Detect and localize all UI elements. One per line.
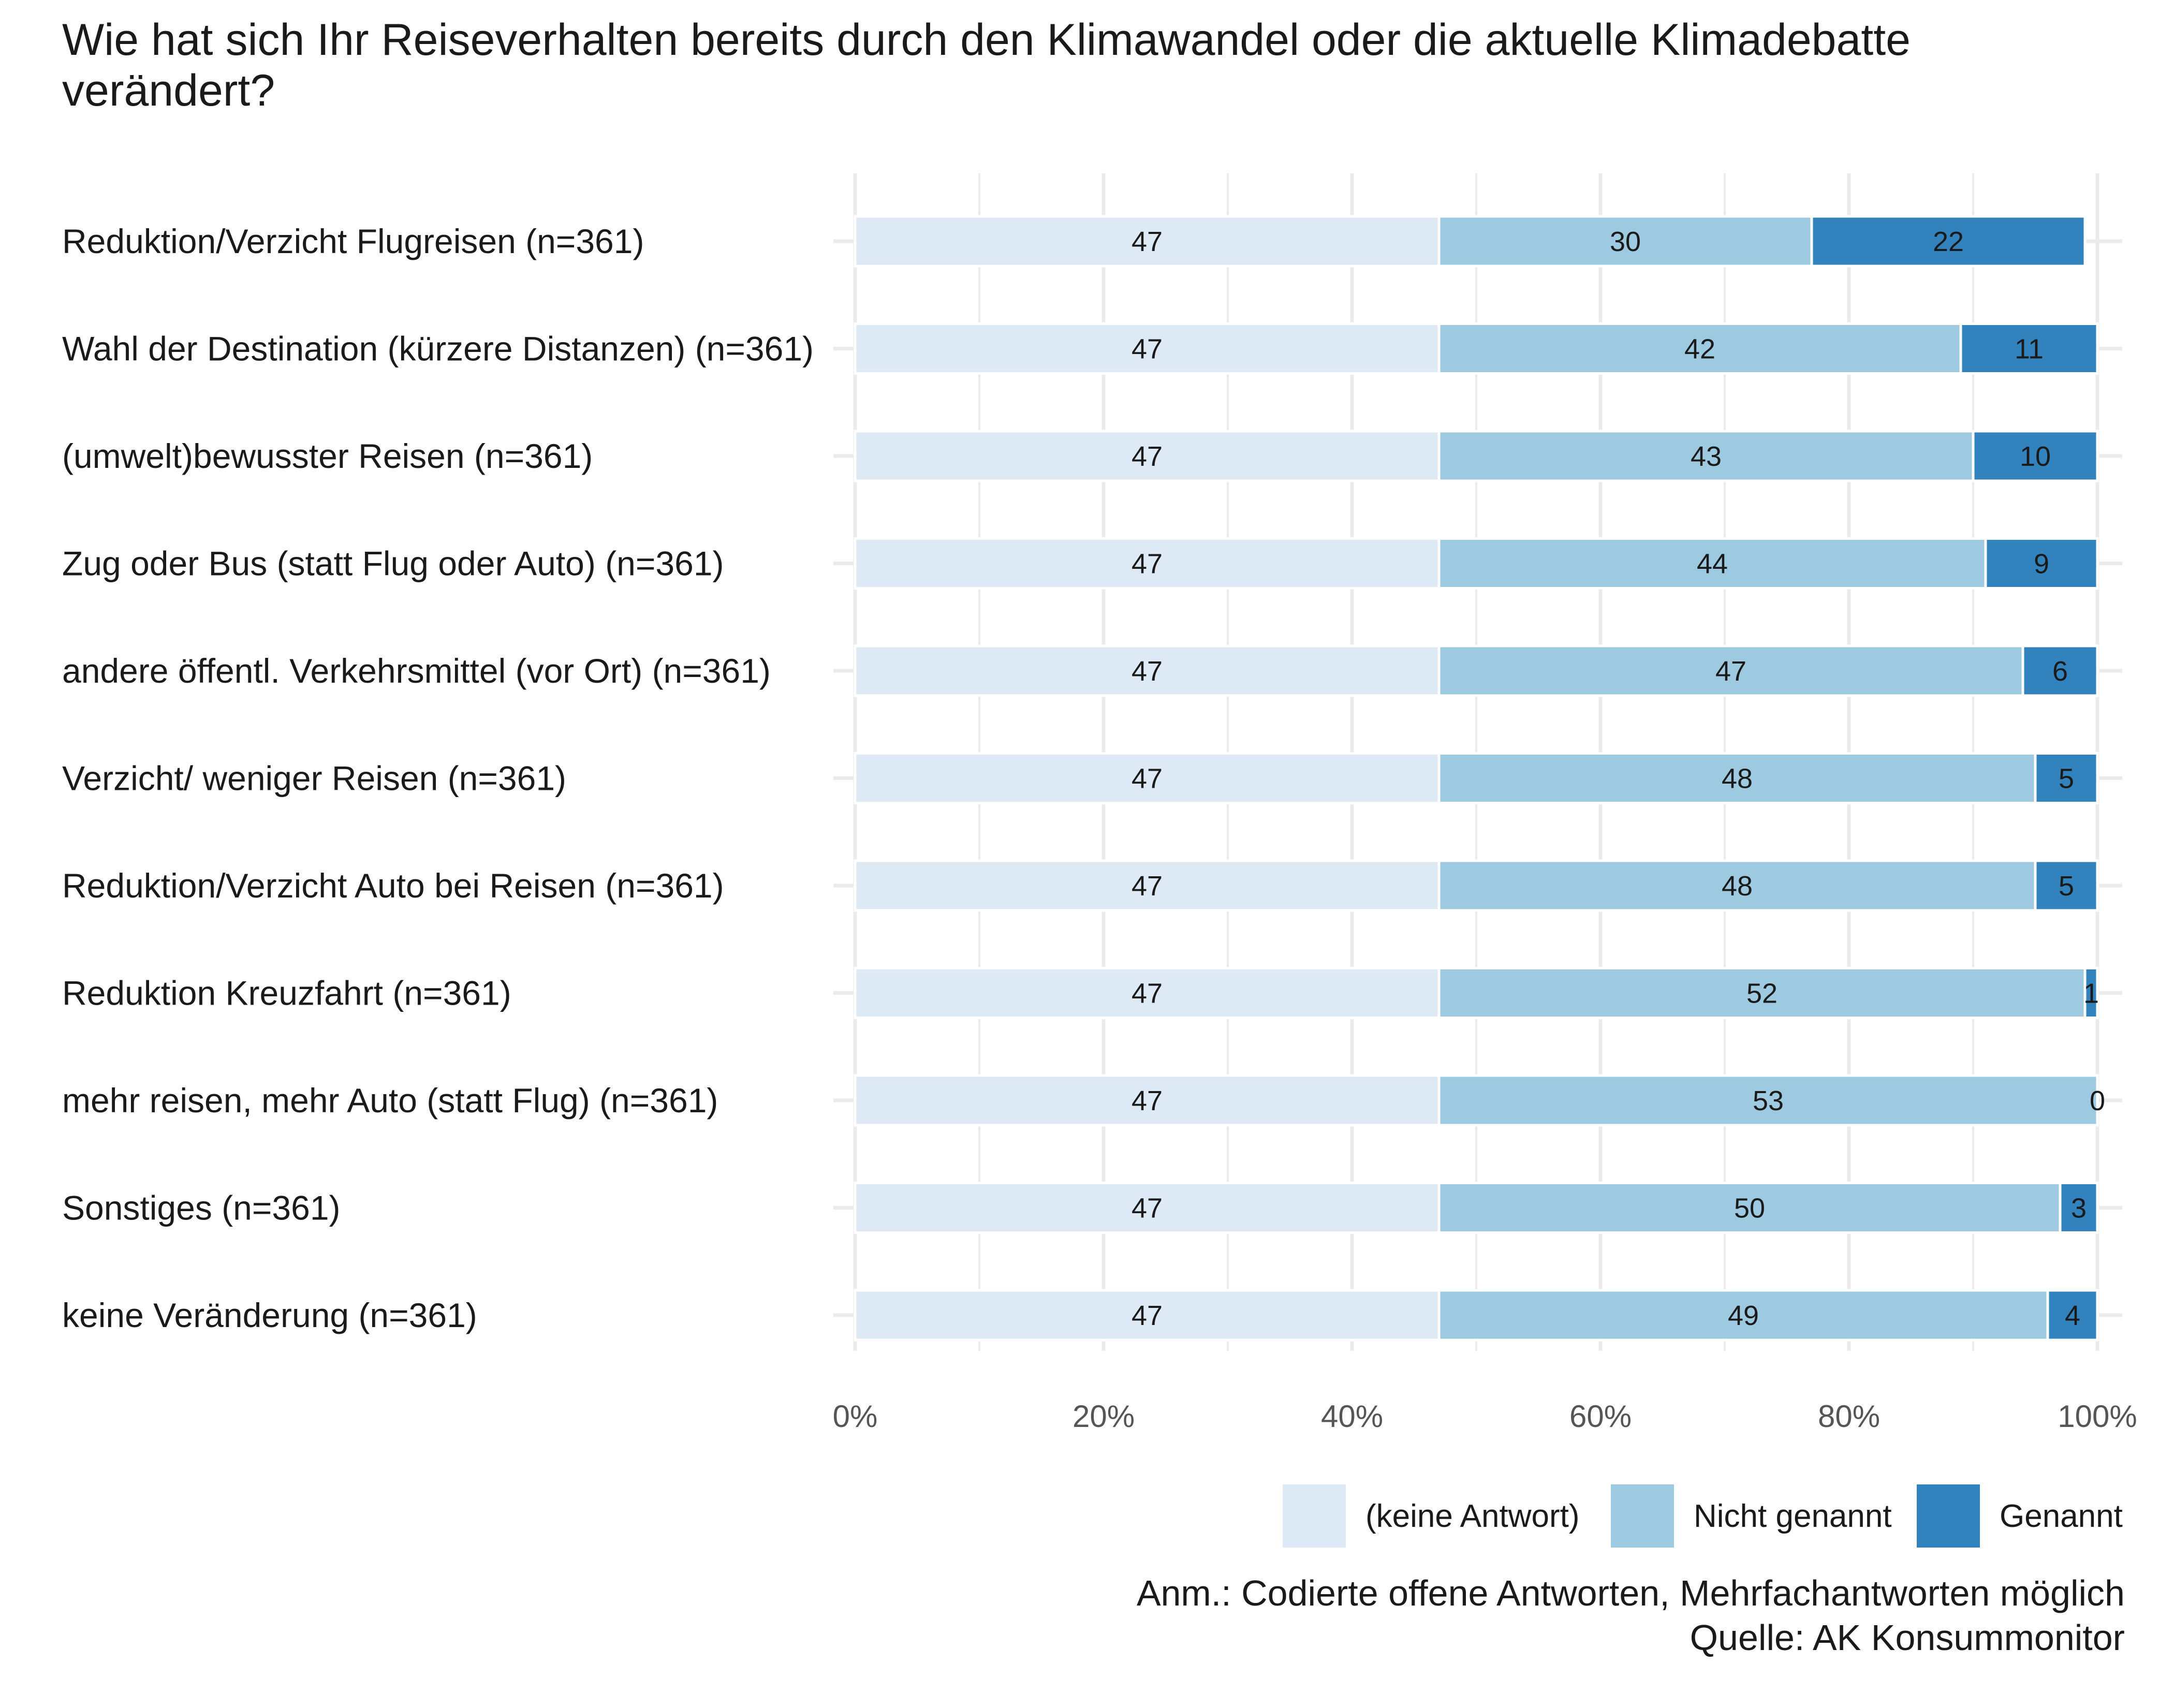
category-label: Reduktion/Verzicht Auto bei Reisen (n=36… <box>62 866 724 905</box>
bar-segment <box>854 322 1441 375</box>
data-label: 49 <box>1728 1300 1759 1331</box>
bar-segment <box>1437 752 2037 804</box>
category-label: Verzicht/ weniger Reisen (n=361) <box>62 759 566 798</box>
data-label: 42 <box>1684 334 1715 365</box>
data-label: 30 <box>1610 226 1641 257</box>
data-label: 50 <box>1734 1193 1765 1224</box>
data-label: 3 <box>2071 1193 2087 1224</box>
legend-key-swatch <box>1917 1484 1980 1548</box>
bar-segment <box>2034 752 2099 804</box>
x-tick-label: 100% <box>2058 1399 2137 1434</box>
data-label: 4 <box>2065 1300 2080 1331</box>
note-source: Quelle: AK Konsummonitor <box>1690 1617 2125 1658</box>
category-label: Reduktion/Verzicht Flugreisen (n=361) <box>62 222 644 260</box>
chart-note: Anm.: Codierte offene Antworten, Mehrfac… <box>1137 1571 2125 1660</box>
category-label: Wahl der Destination (kürzere Distanzen)… <box>62 330 814 368</box>
bar-segment <box>1984 537 2099 590</box>
x-axis: 0% 20% 40% 60% 80% 100% <box>833 1399 2137 1434</box>
data-label: 53 <box>1753 1085 1784 1116</box>
data-label: 47 <box>1132 334 1163 365</box>
data-label: 47 <box>1132 871 1163 902</box>
bar-segment <box>1437 322 1962 375</box>
data-label: 47 <box>1132 978 1163 1009</box>
data-label: 9 <box>2034 549 2049 580</box>
bar-segment <box>2034 859 2099 912</box>
data-label: 47 <box>1132 763 1163 794</box>
bar-segment <box>854 1182 1441 1234</box>
bar-segment <box>2046 1289 2099 1342</box>
bar-segment <box>1437 537 1987 590</box>
data-label: 43 <box>1691 441 1722 472</box>
bar-segment <box>1959 322 2099 375</box>
data-label: 48 <box>1722 763 1753 794</box>
data-label: 47 <box>1132 1085 1163 1116</box>
legend-label: Genannt <box>2000 1498 2123 1534</box>
bar-segment <box>1437 430 1975 482</box>
category-label: (umwelt)bewusster Reisen (n=361) <box>62 437 593 475</box>
legend-key-swatch <box>1283 1484 1346 1548</box>
x-tick-label: 60% <box>1569 1399 1632 1434</box>
legend-key-swatch <box>1611 1484 1674 1548</box>
data-label: 11 <box>2015 334 2044 365</box>
bar-segment <box>2059 1182 2099 1234</box>
bar-segment <box>1437 644 2024 697</box>
data-label: 6 <box>2052 656 2068 687</box>
bar-segment <box>1437 1074 2099 1127</box>
legend-label: Nicht genannt <box>1694 1498 1892 1534</box>
bar-segment <box>854 1289 1441 1342</box>
data-label: 47 <box>1132 441 1163 472</box>
data-label: 22 <box>1933 226 1964 257</box>
bar-segment <box>854 215 1441 268</box>
category-label: mehr reisen, mehr Auto (statt Flug) (n=3… <box>62 1081 718 1120</box>
data-label: 47 <box>1132 1193 1163 1224</box>
legend-label: (keine Antwort) <box>1365 1498 1580 1534</box>
x-tick-label: 80% <box>1818 1399 1880 1434</box>
data-label: 1 <box>2083 978 2099 1009</box>
note-annotation: Anm.: Codierte offene Antworten, Mehrfac… <box>1136 1573 2125 1613</box>
data-label: 47 <box>1132 549 1163 580</box>
data-label: 47 <box>1132 656 1163 687</box>
legend: (keine Antwort) Nicht genannt Genannt <box>1283 1484 2123 1548</box>
bar-segment <box>1437 215 1813 268</box>
chart-title: Wie hat sich Ihr Reiseverhalten bereits … <box>62 15 1911 115</box>
data-label: 10 <box>2020 441 2051 472</box>
bar-segment <box>854 752 1441 804</box>
category-label: Reduktion Kreuzfahrt (n=361) <box>62 974 511 1012</box>
bar-segment <box>854 1074 1441 1127</box>
bar-segment <box>2021 644 2099 697</box>
category-labels: Reduktion/Verzicht Flugreisen (n=361) Wah… <box>62 222 814 1334</box>
data-label: 47 <box>1132 226 1163 257</box>
category-label: andere öffentl. Verkehrsmittel (vor Ort)… <box>62 652 771 690</box>
data-label: 52 <box>1746 978 1778 1009</box>
bar-segment <box>1972 430 2099 482</box>
x-tick-label: 40% <box>1321 1399 1383 1434</box>
data-label: 5 <box>2059 763 2074 794</box>
data-label: 48 <box>1722 871 1753 902</box>
x-tick-label: 0% <box>833 1399 878 1434</box>
data-label: 47 <box>1715 656 1746 687</box>
data-label: 0 <box>2090 1085 2105 1116</box>
category-label: Zug oder Bus (statt Flug oder Auto) (n=3… <box>62 544 724 583</box>
data-label: 5 <box>2059 871 2074 902</box>
data-label: 47 <box>1132 1300 1163 1331</box>
bar-segment <box>1810 215 2087 268</box>
bar-segment <box>854 537 1441 590</box>
category-label: keine Veränderung (n=361) <box>62 1296 477 1334</box>
x-tick-label: 20% <box>1073 1399 1135 1434</box>
bar-segment <box>2083 967 2099 1019</box>
bar-segment <box>1437 859 2037 912</box>
data-label: 44 <box>1697 549 1728 580</box>
category-label: Sonstiges (n=361) <box>62 1189 341 1227</box>
